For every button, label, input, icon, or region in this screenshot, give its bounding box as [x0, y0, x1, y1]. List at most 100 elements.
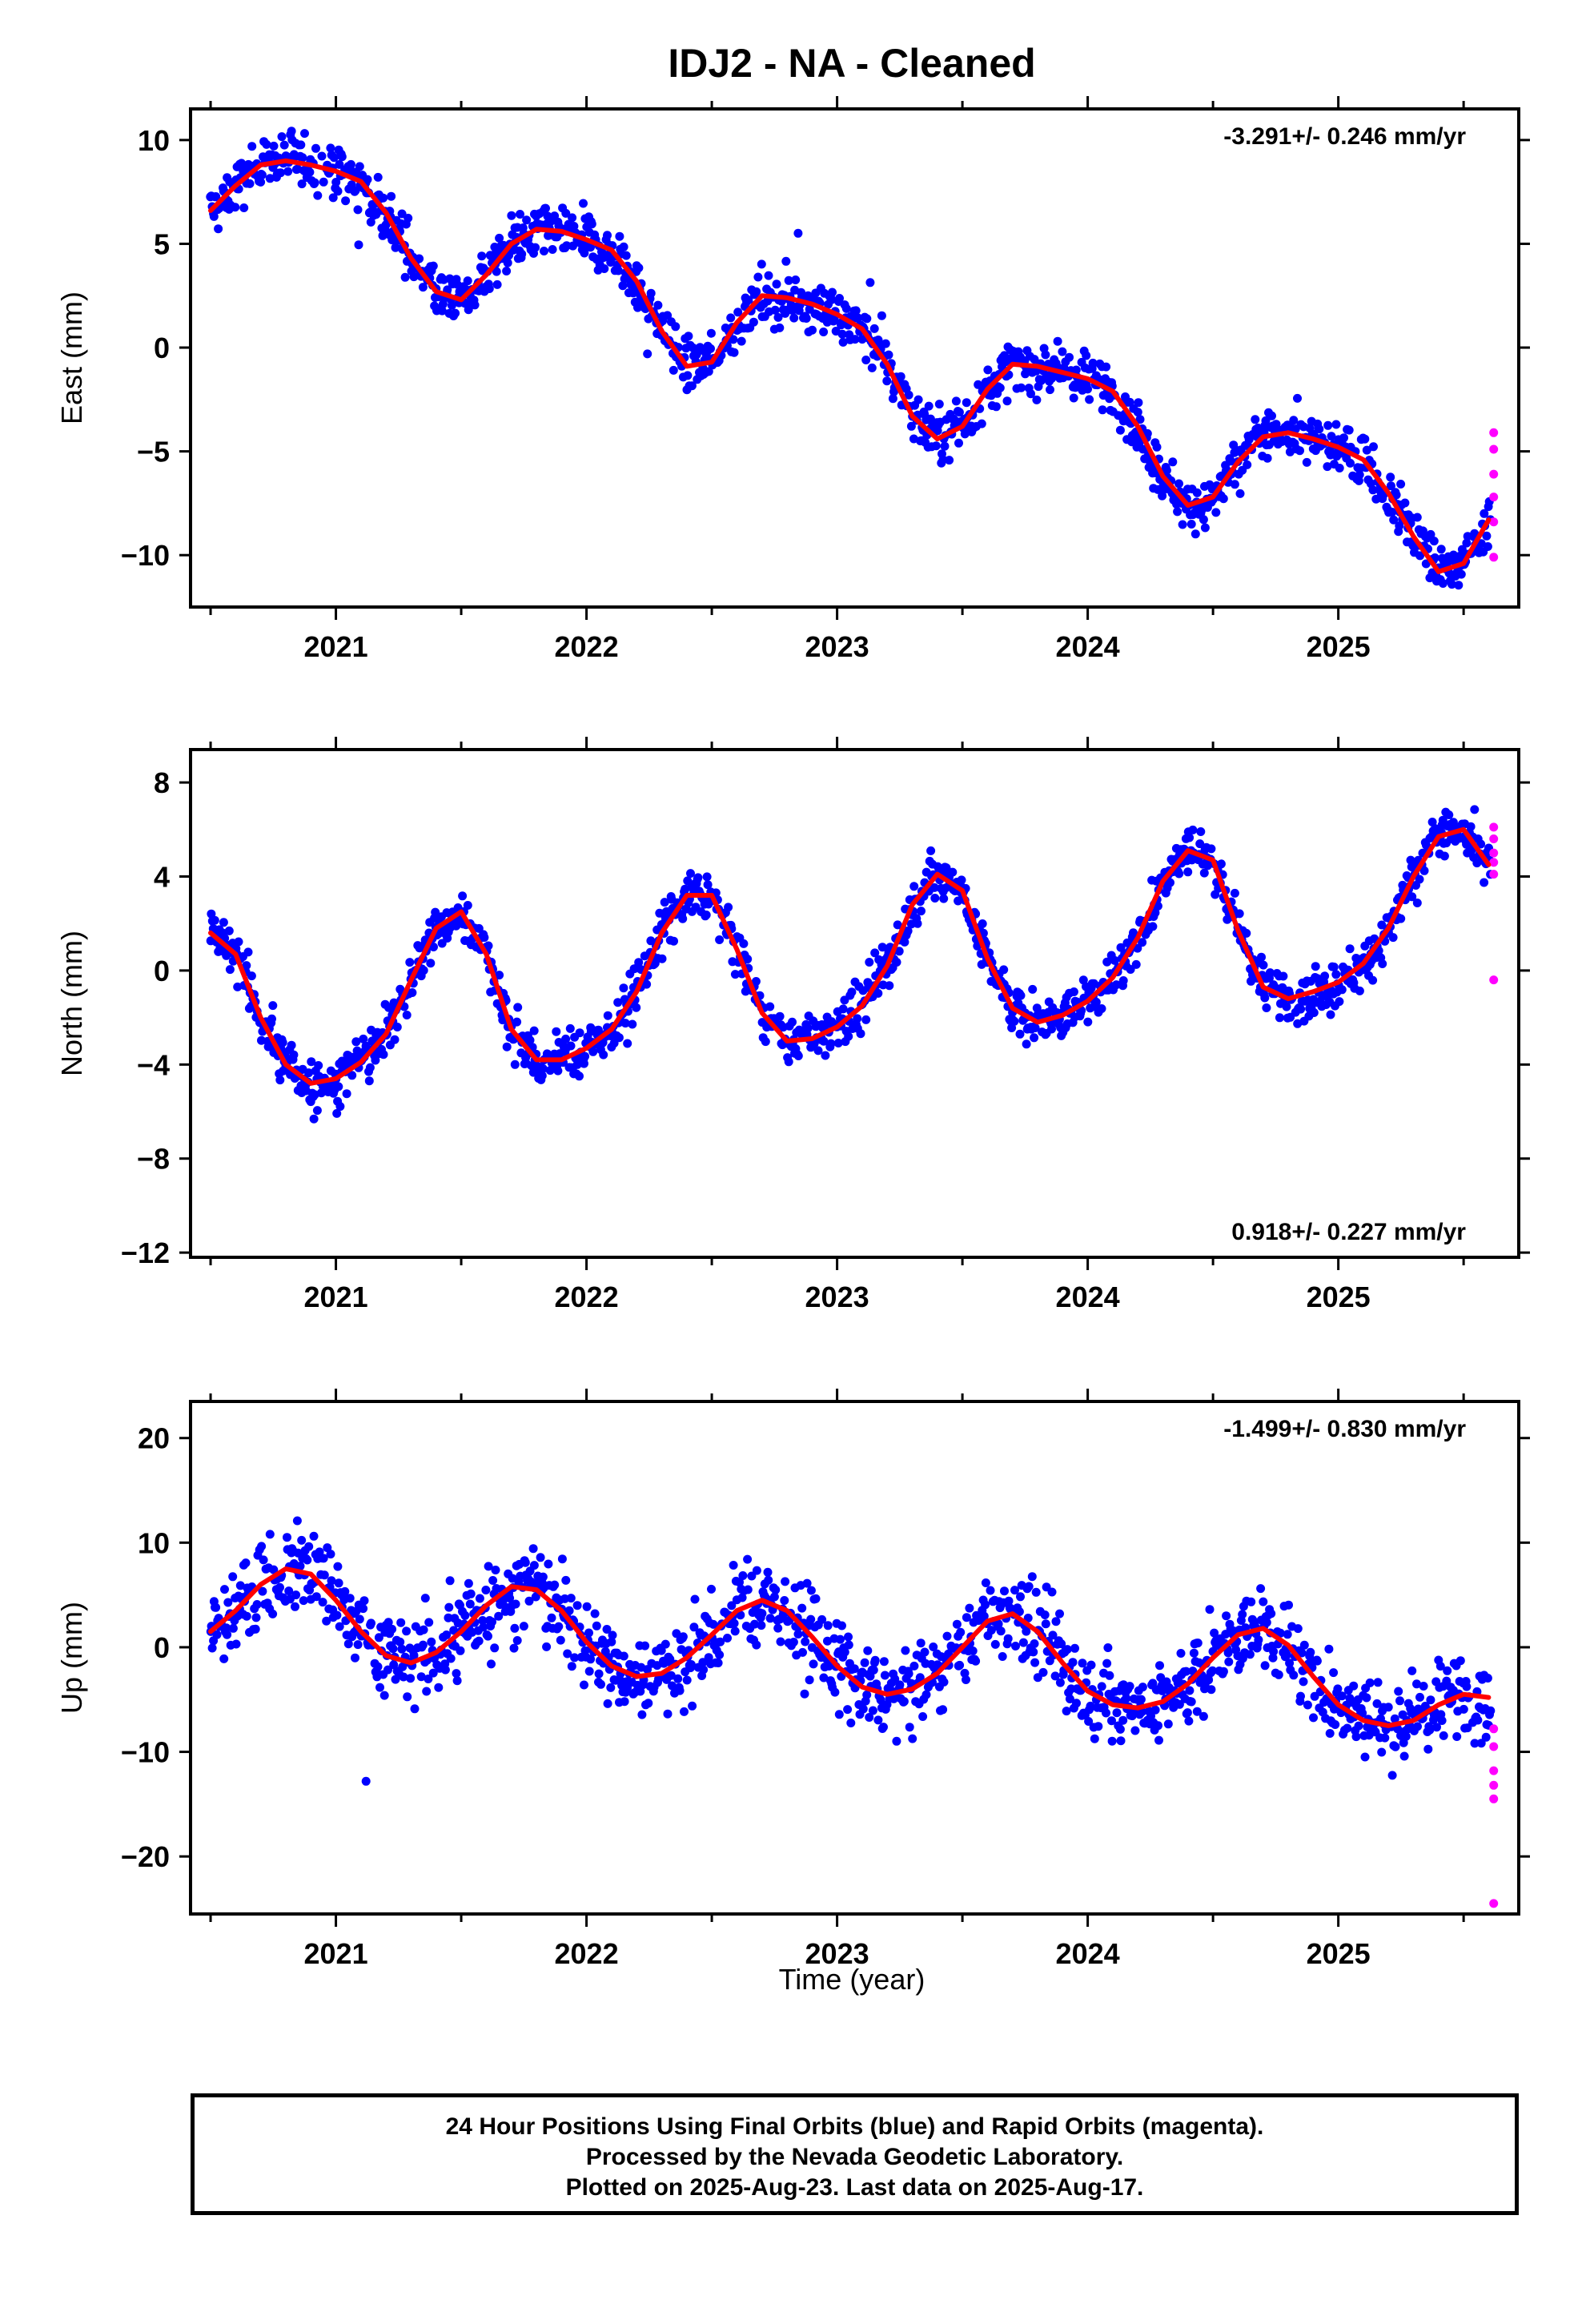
up-final-point [873, 1715, 883, 1725]
up-final-point [1016, 1592, 1025, 1602]
east-final-point [962, 398, 971, 408]
east-final-point [828, 287, 837, 297]
east-final-point [400, 272, 410, 282]
up-final-point [1312, 1656, 1322, 1666]
north-final-point [628, 1019, 637, 1029]
up-final-point [1057, 1639, 1066, 1649]
north-final-point [1378, 959, 1387, 968]
north-final-point [1166, 878, 1174, 887]
north-final-point [289, 1050, 299, 1059]
up-final-point [844, 1632, 853, 1642]
up-final-point [594, 1669, 604, 1679]
east-final-point [838, 337, 848, 347]
up-final-point [1331, 1720, 1340, 1729]
east-final-point [954, 438, 963, 448]
caption-line-2: Processed by the Nevada Geodetic Laborat… [585, 2144, 1124, 2170]
up-final-point [464, 1578, 473, 1588]
up-final-point [620, 1697, 629, 1707]
up-final-point [428, 1668, 438, 1678]
east-final-point [1041, 350, 1050, 360]
up-final-point [603, 1699, 612, 1708]
up-final-point [1476, 1739, 1486, 1748]
east-final-point [1369, 442, 1378, 452]
up-final-point [242, 1611, 251, 1621]
north-final-point [1199, 868, 1209, 878]
north-final-point [1320, 971, 1330, 981]
up-final-point [1413, 1722, 1422, 1731]
up-final-point [1245, 1650, 1255, 1659]
east-final-point [1142, 428, 1152, 438]
north-final-point [1015, 1029, 1025, 1039]
east-final-point [819, 328, 829, 336]
east-final-point [706, 328, 716, 338]
east-final-point [1251, 415, 1260, 424]
north-final-point [1195, 839, 1205, 849]
east-final-point [669, 365, 678, 375]
up-final-point [406, 1674, 416, 1683]
east-final-point [1483, 542, 1492, 551]
up-final-point [1185, 1686, 1195, 1695]
up-final-point [608, 1630, 617, 1640]
east-final-point [772, 279, 781, 289]
north-final-point [1183, 867, 1193, 877]
east-final-point [764, 271, 773, 280]
up-final-point [1003, 1634, 1013, 1643]
up-rapid-point [1489, 1899, 1499, 1908]
up-final-point [322, 1616, 331, 1626]
east-final-point [1462, 538, 1472, 548]
east-x-tick-label: 2025 [1307, 630, 1371, 663]
up-final-point [619, 1651, 628, 1661]
up-final-point [1105, 1671, 1114, 1680]
north-final-point [275, 1076, 285, 1085]
east-y-axis-label: East (mm) [55, 292, 88, 424]
up-final-point [747, 1571, 757, 1581]
north-final-point [332, 1108, 342, 1118]
north-final-point [365, 1063, 375, 1072]
up-final-point [1210, 1628, 1219, 1638]
east-final-point [516, 210, 524, 219]
east-final-point [245, 179, 255, 188]
up-final-point [228, 1572, 238, 1582]
east-final-point [882, 376, 892, 386]
east-final-point [1346, 458, 1355, 468]
east-final-point [1069, 393, 1078, 403]
north-y-tick-label: −4 [137, 1048, 170, 1081]
up-final-point [1275, 1628, 1285, 1638]
up-final-point [222, 1623, 231, 1633]
north-final-point [614, 1033, 624, 1043]
east-final-point [1125, 397, 1134, 407]
east-final-point [353, 205, 363, 215]
north-final-point [892, 958, 901, 967]
up-final-point [763, 1567, 773, 1577]
east-final-point [502, 267, 512, 275]
east-final-point [1438, 579, 1447, 588]
up-final-point [419, 1625, 428, 1634]
east-final-point [1335, 464, 1344, 472]
up-final-point [1256, 1584, 1266, 1594]
up-final-point [743, 1554, 753, 1564]
east-final-point [1158, 491, 1167, 501]
up-final-point [1259, 1597, 1268, 1606]
up-final-point [1360, 1752, 1370, 1762]
north-final-point [379, 1050, 388, 1059]
north-y-tick-label: 8 [154, 766, 170, 799]
up-final-point [1390, 1714, 1399, 1723]
up-final-point [1297, 1648, 1307, 1658]
up-final-point [1325, 1729, 1335, 1738]
up-final-point [379, 1691, 389, 1700]
east-x-tick-label: 2021 [304, 630, 368, 663]
north-final-point [593, 1025, 603, 1035]
east-y-tick-label: 5 [154, 227, 170, 260]
up-final-point [834, 1710, 844, 1719]
north-final-point [552, 1027, 561, 1036]
east-final-point [391, 243, 400, 252]
up-final-point [1268, 1653, 1278, 1663]
up-final-point [291, 1602, 299, 1611]
east-final-point [531, 243, 540, 252]
east-final-point [1082, 351, 1091, 360]
up-final-point [484, 1631, 492, 1641]
up-final-point [512, 1636, 522, 1645]
east-final-orbit-points [206, 127, 1496, 590]
up-final-point [547, 1613, 556, 1622]
east-final-point [247, 142, 257, 151]
